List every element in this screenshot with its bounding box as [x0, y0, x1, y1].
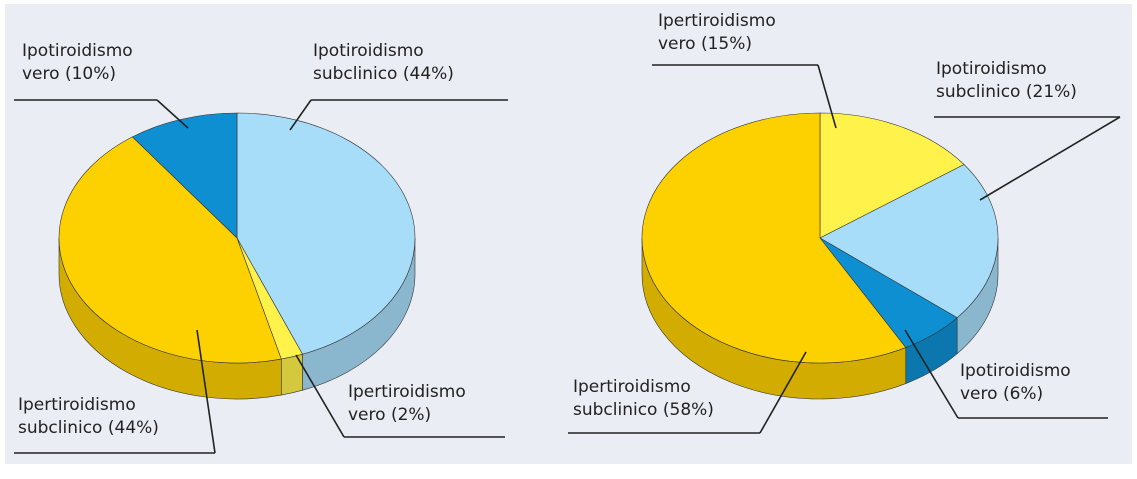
value-label: (44%): [107, 418, 159, 438]
slice-label: Ipertiroidismo subclinico (58%): [573, 376, 723, 422]
value-label: (21%): [1025, 82, 1077, 102]
category-name: Ipertiroidismo vero: [348, 382, 466, 425]
slice-label: Ipotiroidismo vero (10%): [22, 40, 172, 86]
value-label: (58%): [662, 400, 714, 420]
slice-label: Ipertiroidismo vero (15%): [658, 10, 808, 56]
leader-line: [295, 354, 345, 438]
leader-line: [156, 99, 189, 129]
leader-line: [289, 99, 312, 131]
slice: [58, 136, 282, 364]
value-label: (44%): [402, 64, 454, 84]
category-name: Ipotiroidismo subclinico: [936, 59, 1047, 102]
leader-line: [979, 116, 1121, 201]
leader-line: [759, 351, 807, 434]
slice: [819, 164, 999, 319]
slice: [131, 112, 238, 239]
slice-label: Ipotiroidismo vero (6%): [960, 360, 1110, 406]
value-label: (15%): [700, 34, 753, 54]
slice-label: Ipotiroidismo subclinico (44%): [313, 40, 463, 86]
slice-label: Ipertiroidismo subclinico (44%): [18, 394, 168, 440]
value-label: (10%): [64, 64, 117, 84]
category-name: Ipertiroidismo subclinico: [18, 395, 136, 438]
value-label: (2%): [390, 405, 432, 425]
slice-label: Ipotiroidismo subclinico (21%): [936, 58, 1086, 104]
slice-label: Ipertiroidismo vero (2%): [348, 381, 498, 427]
slice: [641, 112, 907, 364]
category-name: Ipertiroidismo vero: [658, 11, 776, 54]
category-name: Ipotiroidismo subclinico: [313, 41, 424, 84]
leader-line: [904, 329, 959, 419]
value-label: (6%): [1002, 384, 1044, 404]
slice: [819, 112, 965, 239]
leader-line: [196, 329, 216, 454]
slice: [236, 112, 416, 355]
leader-line: [817, 64, 837, 129]
category-name: Ipertiroidismo subclinico: [573, 377, 691, 420]
category-name: Ipotiroidismo vero: [22, 41, 133, 84]
category-name: Ipotiroidismo vero: [960, 361, 1071, 404]
